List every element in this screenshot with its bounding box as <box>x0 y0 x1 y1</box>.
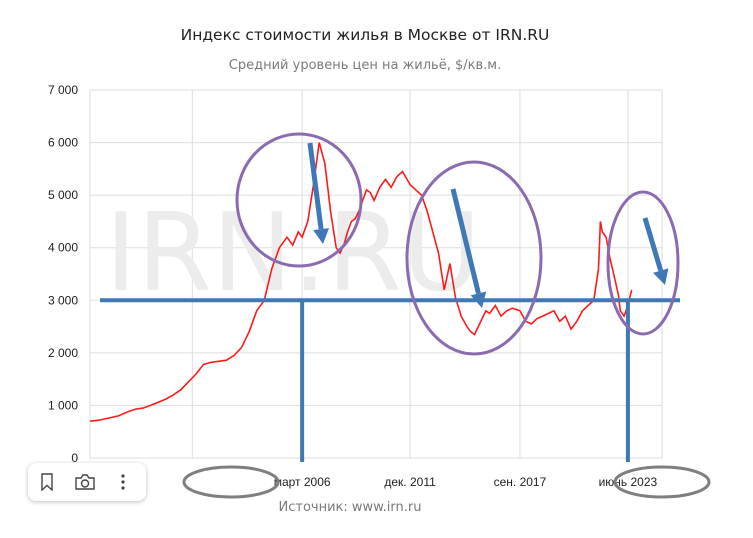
price-series-line <box>89 142 633 422</box>
arrow-shaft <box>307 142 324 230</box>
y-tick-label: 5 000 <box>48 188 78 202</box>
watermark: IRN.RU <box>105 191 481 316</box>
ellipse-2014-decline <box>405 160 543 356</box>
y-tick-label: 1 000 <box>48 398 78 412</box>
arrow-shaft <box>642 217 664 272</box>
bookmark-icon <box>41 473 53 491</box>
bookmark-button[interactable] <box>28 463 66 501</box>
source-caption: Источник: www.irn.ru <box>278 500 422 515</box>
y-tick-label: 0 <box>71 451 78 465</box>
ellipse-2022-peak <box>606 190 680 336</box>
more-vertical-icon <box>121 474 125 490</box>
y-tick-label: 2 000 <box>48 346 78 360</box>
arrow-2022-drop <box>642 217 669 285</box>
arrow-head <box>313 228 330 244</box>
more-options-button[interactable] <box>104 463 142 501</box>
y-axis: 0 1 000 2 000 3 000 4 000 5 000 6 000 7 000 <box>48 83 78 465</box>
ellipse-label-june-2023 <box>613 465 711 499</box>
arrow-2014-drop <box>450 188 487 308</box>
screenshot-button[interactable] <box>66 463 104 501</box>
chart-subtitle: Средний уровень цен на жильё, $/кв.м. <box>228 58 502 73</box>
y-tick-label: 4 000 <box>48 241 78 255</box>
x-tick-label: июнь 2023 <box>599 475 658 489</box>
chart-title: Индекс стоимости жилья в Москве от IRN.R… <box>180 26 550 44</box>
arrow-head <box>470 291 487 308</box>
arrow-2008-drop <box>307 142 330 244</box>
arrow-shaft <box>450 188 481 295</box>
y-tick-label: 3 000 <box>48 293 78 307</box>
x-tick-label: март 2006 <box>274 475 331 489</box>
arrow-head <box>653 268 669 285</box>
y-tick-label: 7 000 <box>48 83 78 97</box>
x-tick-label: сен. 2017 <box>494 475 547 489</box>
y-tick-label: 6 000 <box>48 136 78 150</box>
ellipse-label-march-2006 <box>182 465 280 499</box>
x-tick-label: дек. 2011 <box>384 475 436 489</box>
chart-toolbar <box>28 463 146 501</box>
camera-icon <box>75 474 95 490</box>
ellipse-2008-peak <box>235 132 363 268</box>
annotations <box>100 132 711 499</box>
